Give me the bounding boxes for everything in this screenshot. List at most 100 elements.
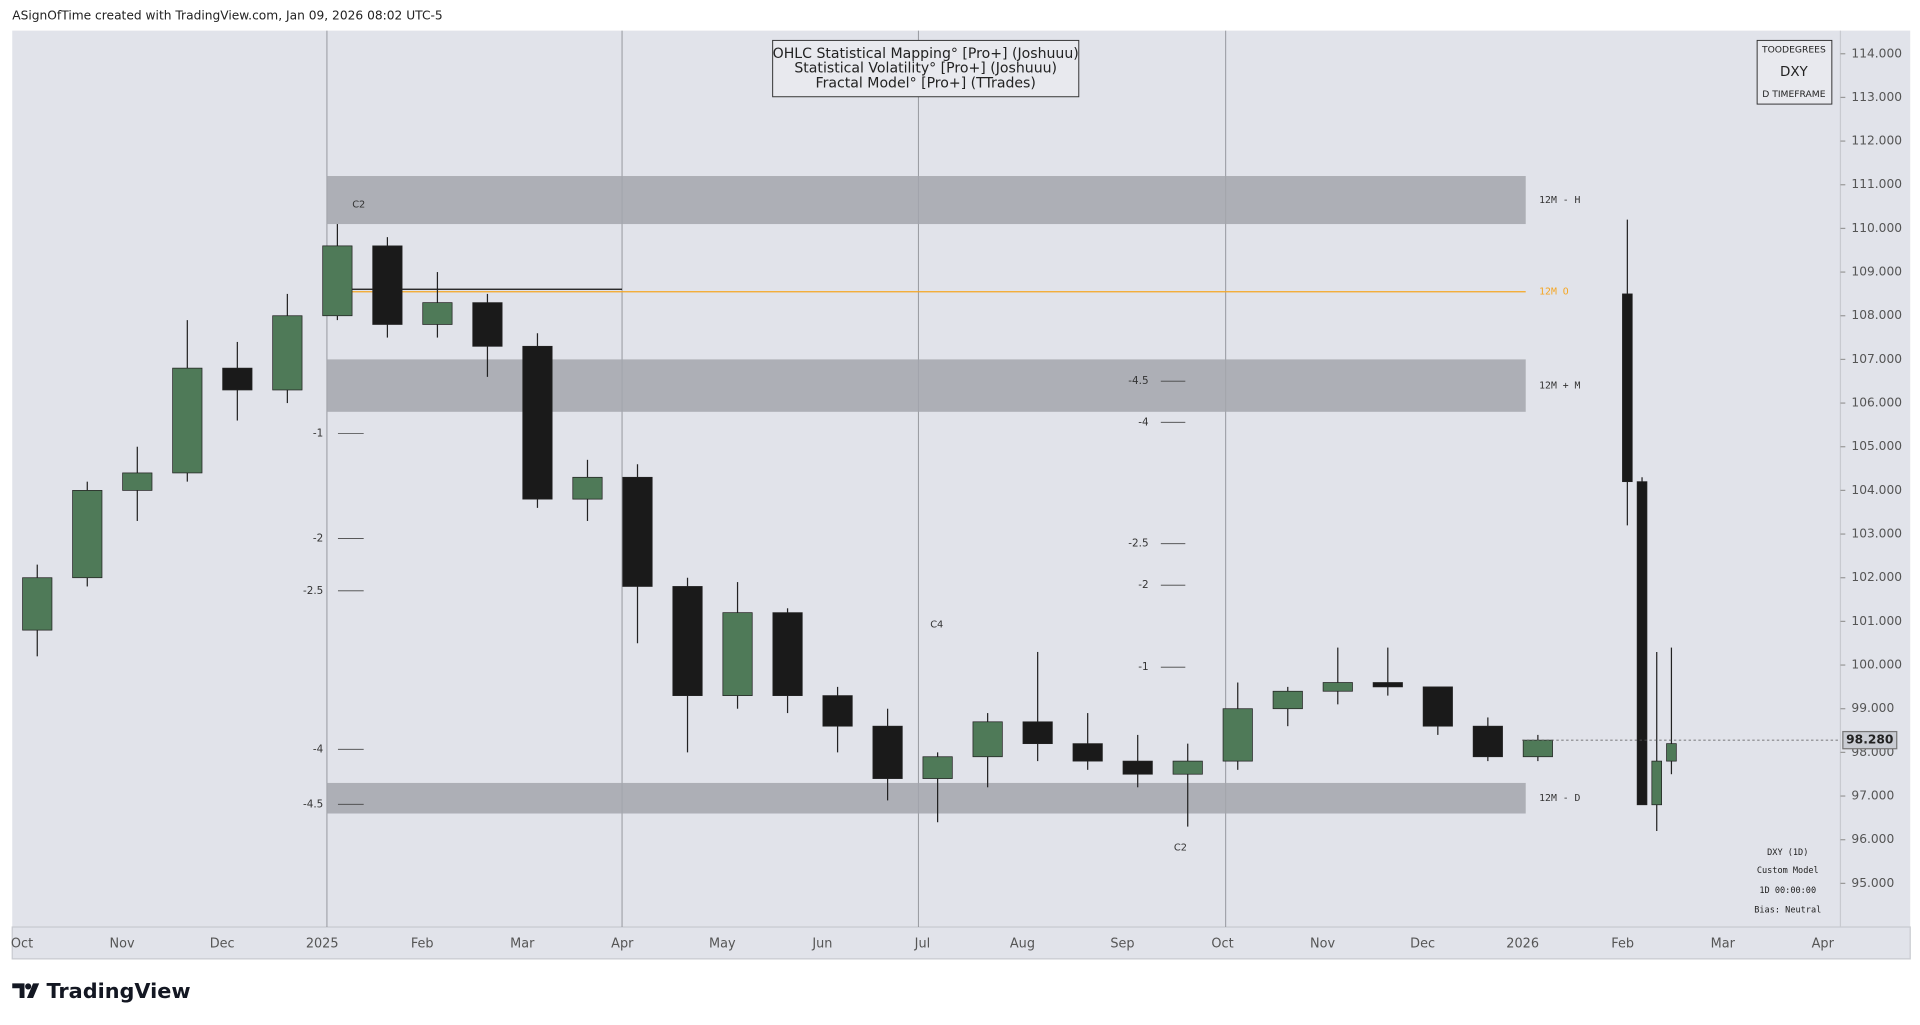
candle-body	[722, 612, 753, 696]
x-tick-label: Nov	[1310, 937, 1335, 952]
candle-body	[1422, 686, 1453, 727]
candle-body	[772, 612, 803, 696]
level-label: -2	[1138, 579, 1148, 591]
x-tick-label: Feb	[1611, 937, 1634, 952]
y-tick-label: 107.000	[1851, 352, 1902, 366]
info-text: TOODEGREES	[1761, 45, 1826, 56]
zone-label: 12M - H	[1539, 195, 1580, 206]
candle-body	[1272, 690, 1303, 710]
time-axis	[11, 926, 1911, 960]
zone	[326, 176, 1526, 225]
legend-line: OHLC Statistical Mapping° [Pro+] (Joshuu…	[773, 46, 1079, 62]
legend-box	[772, 39, 1080, 98]
legend-line: Fractal Model° [Pro+] (TTrades)	[816, 75, 1036, 91]
logo-mark	[12, 983, 40, 999]
y-tick-label: 109.000	[1851, 265, 1902, 279]
candle-body	[122, 472, 153, 491]
info-box	[1756, 39, 1833, 105]
model-info: DXY (1D)	[1767, 848, 1808, 858]
x-tick-label: Feb	[411, 937, 434, 952]
candle-body	[572, 476, 603, 500]
y-tick-label: 100.000	[1851, 658, 1902, 672]
y-tick-label: 101.000	[1851, 614, 1902, 628]
x-tick-label: 2026	[1506, 937, 1539, 952]
candle-body	[422, 302, 453, 325]
x-tick-label: Nov	[110, 937, 135, 952]
candle-body	[1172, 760, 1203, 775]
x-tick-label: Oct	[1211, 937, 1233, 952]
candle-body	[972, 721, 1003, 758]
candle-body	[322, 245, 353, 317]
x-tick-label: Mar	[1711, 937, 1736, 952]
header-text: ASignOfTime created with TradingView.com…	[12, 8, 442, 22]
candle-body	[472, 302, 503, 347]
x-tick-label: Jun	[811, 937, 832, 952]
x-tick-label: Aug	[1010, 937, 1035, 952]
y-tick-label: 105.000	[1851, 439, 1902, 453]
candle-body	[1666, 743, 1677, 762]
cycle-label: C4	[930, 620, 943, 631]
candle-body	[1472, 725, 1503, 758]
candle-body	[1622, 293, 1633, 483]
candle-body	[622, 476, 653, 587]
y-tick-label: 114.000	[1851, 46, 1902, 60]
brand-name: TradingView	[47, 979, 191, 1003]
level-label: -2	[313, 532, 323, 544]
model-info: Bias: Neutral	[1754, 905, 1821, 915]
candle-body	[222, 367, 253, 391]
last-price-box	[1842, 730, 1898, 750]
x-tick-label: Mar	[510, 937, 535, 952]
cycle-label: C2	[352, 200, 365, 211]
y-tick-label: 102.000	[1851, 570, 1902, 584]
zone-label: 12M - D	[1539, 793, 1580, 804]
level-label: -4	[313, 743, 324, 755]
y-tick-label: 113.000	[1851, 90, 1902, 104]
y-tick-label: 108.000	[1851, 308, 1902, 322]
info-symbol: DXY	[1780, 64, 1809, 80]
candle-body	[1522, 739, 1553, 758]
y-tick-label: 97.000	[1851, 789, 1894, 803]
x-tick-label: Sep	[1110, 937, 1134, 952]
level-label: -4	[1138, 416, 1149, 428]
chart-layer: 95.00096.00097.00098.00099.000100.000101…	[11, 46, 1902, 951]
y-tick-label: 95.000	[1851, 876, 1894, 890]
level-label: -4.5	[303, 798, 323, 810]
candle-body	[272, 315, 303, 391]
x-tick-label: Oct	[11, 937, 33, 952]
x-tick-label: 2025	[306, 937, 339, 952]
y-tick-label: 111.000	[1851, 177, 1902, 191]
x-tick-label: Dec	[210, 937, 235, 952]
zone	[326, 782, 1526, 814]
x-tick-label: Apr	[611, 937, 634, 952]
candle-body	[522, 345, 553, 500]
y-tick-label: 103.000	[1851, 527, 1902, 541]
candle-body	[22, 577, 53, 631]
x-tick-label: Dec	[1410, 937, 1435, 952]
last-price-label: 98.280	[1846, 733, 1893, 747]
x-tick-label: May	[709, 937, 736, 952]
zone-label: 12M + M	[1539, 381, 1580, 392]
legend-line: Statistical Volatility° [Pro+] (Joshuuu)	[794, 61, 1057, 77]
candle-body	[822, 695, 853, 727]
candle-body	[372, 245, 403, 325]
zone	[326, 359, 1526, 412]
price-axis	[1840, 30, 1911, 928]
cycle-label: C2	[1174, 842, 1187, 853]
candle-body	[1651, 760, 1662, 806]
candle-body	[872, 725, 903, 779]
candle-body	[1072, 743, 1103, 762]
x-tick-label: Apr	[1812, 937, 1835, 952]
candle-body	[72, 490, 103, 579]
model-info: Custom Model	[1757, 866, 1819, 876]
level-label: -1	[313, 428, 323, 440]
candle-body	[1322, 682, 1353, 692]
candle-body	[1222, 708, 1253, 762]
y-tick-label: 106.000	[1851, 396, 1902, 410]
y-tick-label: 96.000	[1851, 832, 1894, 846]
candle-body	[172, 367, 203, 474]
open-line-label: 12M O	[1539, 287, 1569, 298]
x-tick-label: Jul	[914, 937, 930, 952]
candle-body	[1636, 481, 1648, 806]
